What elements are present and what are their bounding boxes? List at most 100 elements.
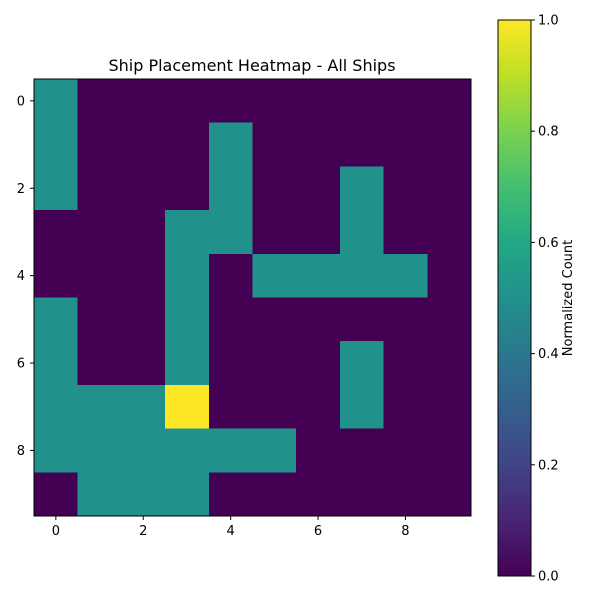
heatmap-cell	[427, 428, 472, 473]
heatmap-cell	[34, 166, 79, 211]
heatmap-cell	[34, 122, 79, 167]
heatmap-cells	[34, 79, 472, 517]
heatmap-cell	[383, 297, 428, 342]
heatmap-cell	[339, 297, 385, 342]
heatmap-cell	[34, 210, 79, 255]
heatmap-cell	[165, 210, 210, 255]
heatmap-cell	[121, 472, 166, 517]
heatmap-cell	[296, 341, 341, 386]
heatmap-cell	[121, 79, 166, 124]
heatmap-cell	[121, 428, 166, 473]
heatmap-cell	[252, 79, 297, 124]
heatmap-cell	[165, 297, 210, 342]
heatmap-cell	[383, 122, 428, 167]
heatmap-cell	[121, 166, 166, 211]
heatmap-cell	[34, 384, 79, 430]
heatmap-cell	[165, 341, 210, 386]
colorbar-tick-label: 0.8	[538, 125, 559, 140]
colorbar-tick-label: 0.6	[538, 236, 559, 251]
y-axis: 0 2 4 6 8	[17, 94, 34, 459]
heatmap-cell	[383, 210, 428, 255]
heatmap-cell	[34, 297, 79, 342]
heatmap-cell	[296, 210, 341, 255]
heatmap-cell	[427, 122, 472, 167]
colorbar-tick-label: 1.0	[538, 14, 559, 29]
colorbar-axis: 0.0 0.2 0.4 0.6 0.8 1.0	[531, 14, 559, 585]
heatmap-cell	[252, 472, 297, 517]
heatmap-cell	[339, 210, 385, 255]
heatmap-cell	[34, 341, 79, 386]
heatmap-cell	[77, 122, 122, 167]
heatmap-cell	[208, 253, 253, 298]
heatmap-cell	[208, 384, 253, 430]
heatmap-cell	[252, 122, 297, 167]
heatmap-cell	[427, 253, 472, 298]
heatmap-cell	[77, 384, 122, 430]
heatmap-cell	[427, 472, 472, 517]
plot-frame	[33, 78, 472, 517]
heatmap-cell	[383, 384, 428, 430]
heatmap-cell	[296, 253, 341, 298]
chart-title: Ship Placement Heatmap - All Ships	[108, 56, 395, 75]
colorbar	[497, 19, 532, 577]
heatmap-cell	[383, 166, 428, 211]
heatmap-cell	[252, 166, 297, 211]
colorbar-label: Normalized Count	[561, 240, 576, 356]
heatmap-cell	[427, 384, 472, 430]
heatmap-cell	[208, 122, 253, 167]
heatmap-cell	[339, 253, 385, 298]
x-tick-label: 6	[314, 524, 322, 539]
heatmap-cell	[208, 79, 253, 124]
y-tick-label: 0	[17, 94, 25, 109]
heatmap-cell	[77, 341, 122, 386]
heatmap-cell	[34, 253, 79, 298]
heatmap-cell	[296, 297, 341, 342]
heatmap-cell	[77, 472, 122, 517]
heatmap-cell	[121, 297, 166, 342]
heatmap-cell	[427, 79, 472, 124]
heatmap-cell	[339, 472, 385, 517]
heatmap-cell	[383, 472, 428, 517]
heatmap-cell	[77, 253, 122, 298]
heatmap-cell	[252, 253, 297, 298]
heatmap-cell	[77, 297, 122, 342]
heatmap-cell	[383, 253, 428, 298]
heatmap-cell	[252, 384, 297, 430]
heatmap-cell	[34, 428, 79, 473]
heatmap-cell	[121, 341, 166, 386]
y-tick-label: 8	[17, 444, 25, 459]
heatmap-cell	[208, 341, 253, 386]
heatmap-cell	[339, 122, 385, 167]
colorbar-tick-label: 0.4	[538, 347, 559, 362]
y-tick-label: 4	[17, 269, 25, 284]
heatmap-cell	[34, 79, 79, 124]
heatmap-cell	[296, 428, 341, 473]
heatmap-cell	[121, 384, 166, 430]
heatmap-cell	[165, 428, 210, 473]
heatmap-cell	[208, 297, 253, 342]
colorbar-tick-label: 0.0	[538, 570, 559, 585]
x-tick-label: 8	[401, 524, 409, 539]
x-tick-label: 2	[139, 524, 147, 539]
heatmap-cell	[339, 428, 385, 473]
x-tick-label: 4	[227, 524, 235, 539]
colorbar-tick-label: 0.2	[538, 458, 559, 473]
heatmap-cell	[77, 428, 122, 473]
y-tick-label: 6	[17, 357, 25, 372]
heatmap-cell	[427, 166, 472, 211]
heatmap-cell	[383, 341, 428, 386]
heatmap-cell	[296, 384, 341, 430]
heatmap-cell	[165, 253, 210, 298]
heatmap-cell	[208, 472, 253, 517]
heatmap-cell	[339, 79, 385, 124]
heatmap-cell	[252, 341, 297, 386]
heatmap-cell	[339, 384, 385, 430]
heatmap-cell	[296, 472, 341, 517]
heatmap-cell	[252, 210, 297, 255]
heatmap-cell	[77, 166, 122, 211]
heatmap-cell	[296, 122, 341, 167]
heatmap-cell	[296, 166, 341, 211]
heatmap-cell	[165, 384, 210, 430]
heatmap-cell	[121, 122, 166, 167]
